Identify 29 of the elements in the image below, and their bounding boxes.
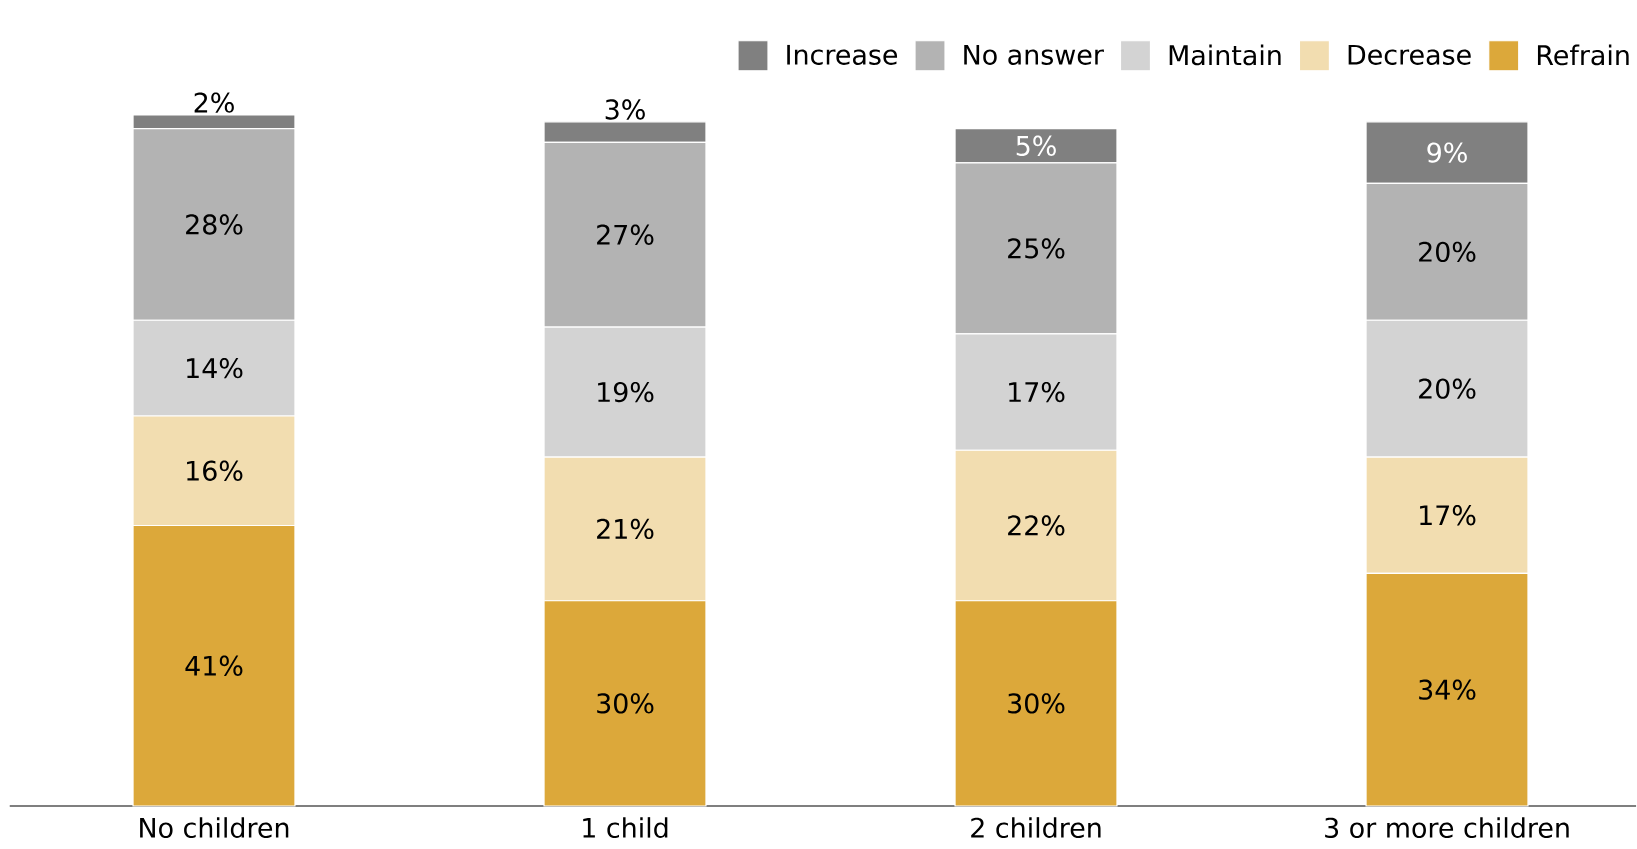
data-label: 41% xyxy=(185,655,243,676)
legend-label: Maintain xyxy=(1169,44,1281,66)
data-label: 20% xyxy=(1419,378,1476,399)
legend-label: Increase xyxy=(787,44,898,65)
data-label: 9% xyxy=(1427,142,1467,163)
data-label: 17% xyxy=(1420,505,1476,526)
data-label: 30% xyxy=(1008,693,1065,714)
x-tick-label: 1 child xyxy=(583,817,668,838)
data-label: 30% xyxy=(597,693,654,714)
data-label: 3% xyxy=(605,99,645,120)
legend-label: Decrease xyxy=(1348,44,1471,65)
x-tick-label: 2 children xyxy=(971,817,1101,838)
data-label: 17% xyxy=(1009,381,1065,403)
data-label: 34% xyxy=(1419,679,1476,700)
x-tick-label: 3 or more children xyxy=(1325,817,1569,838)
legend-label: Refrain xyxy=(1537,44,1629,66)
data-label: 14% xyxy=(187,357,243,379)
data-label: 16% xyxy=(187,460,243,481)
data-label: 27% xyxy=(597,224,654,245)
data-label: 21% xyxy=(597,518,654,540)
data-label: 25% xyxy=(1008,238,1065,259)
legend-label: No answer xyxy=(964,44,1104,65)
x-tick-label: No children xyxy=(140,817,289,838)
data-label: 2% xyxy=(194,92,234,113)
data-label: 20% xyxy=(1419,241,1476,262)
data-label: 19% xyxy=(598,381,654,403)
data-label: 5% xyxy=(1016,135,1056,156)
data-label: 22% xyxy=(1008,515,1065,536)
data-label: 28% xyxy=(186,214,243,235)
